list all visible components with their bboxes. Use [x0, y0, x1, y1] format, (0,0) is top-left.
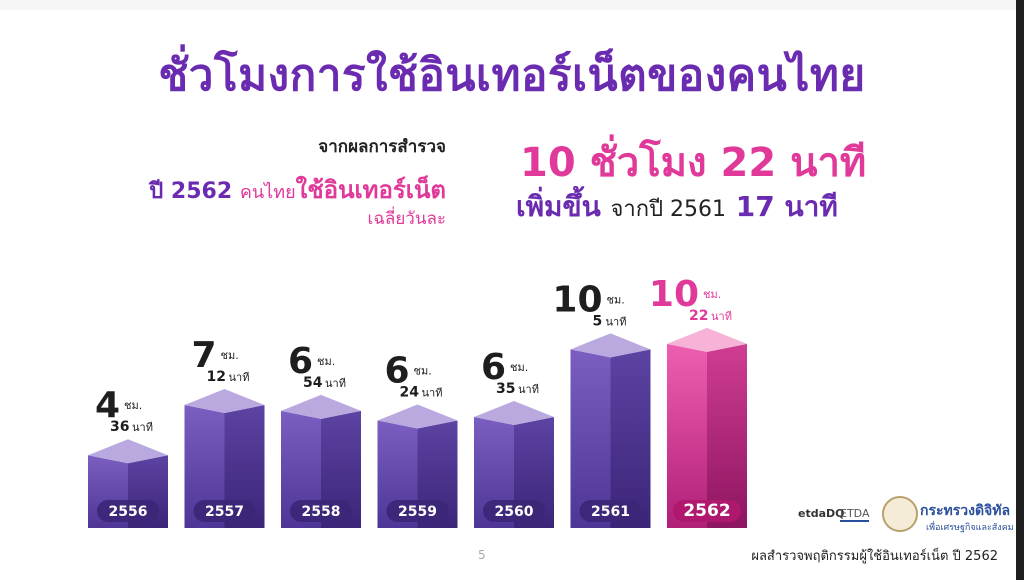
value-hours-unit: ชม. — [124, 399, 142, 412]
bar-right-face — [707, 343, 747, 528]
value-hours: 6 — [288, 341, 313, 382]
bar-top-face — [474, 400, 554, 425]
year-pill — [97, 500, 159, 522]
page-number: 5 — [478, 548, 486, 562]
value-minutes-unit: นาที — [132, 421, 153, 434]
right-strip — [1016, 0, 1024, 580]
year-pill — [483, 500, 545, 522]
intro-survey-label: จากผลการสำรวจ — [318, 137, 446, 157]
value-minutes: 24 — [400, 384, 420, 400]
bar-right-face — [610, 349, 651, 528]
bar-group-2560: 2560 6 ชม. 35 นาที — [474, 347, 554, 528]
value-minutes-unit: นาที — [606, 315, 627, 328]
value-hours-unit: ชม. — [221, 349, 239, 362]
increase-word: เพิ่มขึ้น — [516, 190, 601, 223]
year-label: 2557 — [205, 504, 244, 520]
bar-group-2556: 2556 4 ชม. 36 นาที — [88, 385, 168, 528]
intro-use-internet: ใช้อินเทอร์เน็ต — [295, 176, 446, 204]
value-hours: 4 — [95, 385, 120, 426]
page-title: ชั่วโมงการใช้อินเทอร์เน็ตของคนไทย — [158, 50, 866, 101]
value-hours: 7 — [191, 335, 216, 376]
intro-average: เฉลี่ยวันละ — [367, 209, 446, 229]
bar-group-2558: 2558 6 ชม. 54 นาที — [281, 341, 361, 528]
year-label: 2561 — [591, 504, 630, 520]
year-pill — [673, 500, 741, 522]
value-minutes: 36 — [110, 419, 129, 435]
year-label: 2556 — [109, 504, 148, 520]
value-minutes-unit: นาที — [422, 386, 443, 399]
bar-group-2562: 2562 10 ชม. 22 นาที — [649, 274, 747, 528]
value-hours-unit: ชม. — [414, 364, 432, 377]
value-minutes: 5 — [593, 313, 603, 329]
source-note: ผลสำรวจพฤติกรรมผู้ใช้อินเทอร์เน็ต ปี 256… — [751, 549, 998, 564]
year-pill — [579, 500, 642, 522]
bar-top-face — [184, 389, 265, 414]
value-hours-unit: ชม. — [607, 293, 625, 306]
value-hours-unit: ชม. — [510, 361, 528, 374]
bar-left-face — [570, 349, 611, 528]
bar-top-face — [570, 333, 651, 358]
ministry-subtitle: เพื่อเศรษฐกิจและสังคม — [926, 523, 1014, 533]
bar-right-face — [224, 405, 265, 528]
value-hours-unit: ชม. — [703, 288, 721, 301]
intro-thai-people: คนไทย — [239, 182, 296, 203]
year-pill — [193, 500, 256, 522]
top-strip — [0, 0, 1024, 10]
value-minutes-unit: นาที — [229, 371, 250, 384]
value-hours-unit: ชม. — [317, 355, 335, 368]
increase-value: 17 นาที — [735, 190, 838, 223]
value-minutes-unit: นาที — [518, 383, 539, 396]
year-pill — [290, 500, 352, 522]
bar-left-face — [281, 410, 321, 528]
value-hours: 6 — [384, 350, 409, 391]
headline-hours: 10 ชั่วโมง 22 นาที — [520, 140, 867, 186]
year-label: 2559 — [398, 504, 437, 520]
bar-top-face — [88, 439, 168, 464]
value-minutes: 12 — [207, 369, 226, 385]
bar-group-2561: 2561 10 ชม. 5 นาที — [552, 279, 651, 528]
value-hours: 10 — [649, 274, 699, 315]
bar-group-2557: 2557 7 ชม. 12 นาที — [184, 335, 265, 528]
year-pill — [386, 500, 449, 522]
value-minutes: 54 — [303, 375, 323, 391]
value-hours: 10 — [552, 279, 602, 320]
ministry-name: กระทรวงดิจิทัล — [920, 503, 1011, 519]
bar-left-face — [184, 405, 225, 528]
intro-year: ปี 2562 — [149, 179, 233, 204]
value-minutes: 22 — [689, 308, 708, 324]
etda-logo: ETDA — [840, 507, 870, 522]
bar-right-face — [321, 410, 361, 528]
value-hours: 6 — [481, 347, 506, 388]
bar-left-face — [667, 343, 707, 528]
increase-from-year: จากปี 2561 — [610, 197, 727, 222]
bar-group-2559: 2559 6 ชม. 24 นาที — [377, 350, 458, 528]
value-minutes: 35 — [496, 381, 515, 397]
bar-top-face — [281, 394, 361, 419]
bar-top-face — [667, 327, 747, 352]
year-label: 2560 — [495, 504, 534, 520]
bar-top-face — [377, 404, 458, 429]
intro-year-line: ปี 2562 คนไทยใช้อินเทอร์เน็ต — [149, 170, 446, 209]
headline-increase: เพิ่มขึ้น จากปี 2561 17 นาที — [516, 185, 838, 229]
year-label: 2562 — [683, 501, 730, 521]
year-label: 2558 — [302, 504, 341, 520]
etda-dq-logo: etdaDQ — [798, 507, 845, 520]
value-minutes-unit: นาที — [711, 310, 732, 323]
value-minutes-unit: นาที — [325, 377, 346, 390]
ministry-seal-icon — [882, 496, 918, 532]
